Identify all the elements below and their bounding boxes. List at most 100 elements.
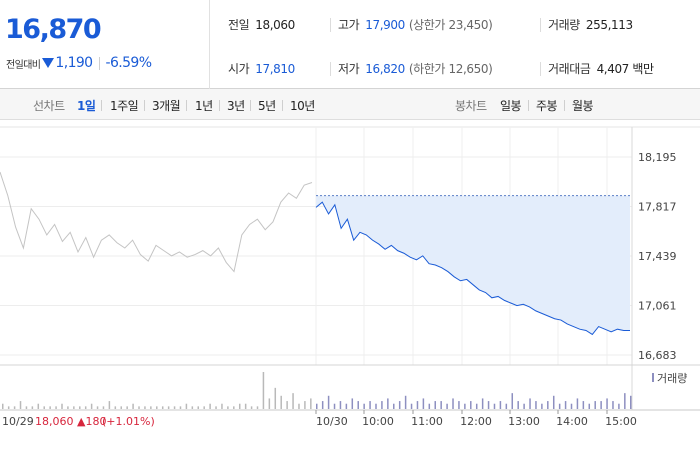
high-value: 17,900 bbox=[365, 18, 405, 32]
stat-amount: 거래대금 4,407 백만 bbox=[548, 60, 654, 77]
volume-bar bbox=[351, 398, 354, 409]
volume-bar bbox=[203, 406, 205, 409]
volume-bar bbox=[434, 401, 436, 409]
amount-label: 거래대금 bbox=[548, 62, 591, 76]
change-divider bbox=[98, 56, 100, 70]
volume-bar bbox=[499, 401, 502, 409]
prev-day-pct: (+1.01%) bbox=[102, 415, 155, 428]
x-tick-label: 13:00 bbox=[508, 415, 540, 428]
stat-low: 저가 16,820 (하한가 12,650) bbox=[338, 60, 493, 77]
volume-bar bbox=[73, 406, 75, 409]
volume-bar bbox=[49, 406, 51, 409]
volume-bar bbox=[215, 406, 217, 409]
volume-bar bbox=[481, 398, 484, 409]
volume-bar bbox=[523, 403, 525, 409]
y-tick-label: 17,439 bbox=[638, 250, 677, 263]
volume-bar bbox=[404, 395, 407, 409]
volume-bar bbox=[120, 406, 122, 409]
volume-bar bbox=[416, 401, 419, 409]
x-tick-label: 15:00 bbox=[605, 415, 637, 428]
stat-prev-close: 전일 18,060 bbox=[228, 16, 295, 33]
volume-bar bbox=[552, 395, 555, 409]
period-tab-1w[interactable]: 1주일 bbox=[110, 99, 139, 113]
low-value: 16,820 bbox=[365, 62, 405, 76]
prev-day-series bbox=[0, 171, 313, 273]
volume-bar bbox=[475, 403, 478, 409]
line-chart-label: 선차트 bbox=[33, 99, 65, 113]
volume-bar bbox=[144, 406, 146, 409]
volume-bar bbox=[280, 395, 282, 409]
volume-bar bbox=[132, 403, 134, 409]
candle-tab-monthly[interactable]: 월봉 bbox=[572, 99, 594, 113]
volume-bar bbox=[363, 403, 365, 409]
volume-label: 거래량 bbox=[548, 18, 580, 32]
volume-bar bbox=[55, 406, 57, 409]
volume-bar bbox=[624, 393, 626, 409]
volume-bar bbox=[547, 401, 549, 409]
divider bbox=[250, 100, 251, 111]
volume-bar bbox=[541, 403, 543, 409]
period-tab-3y[interactable]: 3년 bbox=[227, 99, 245, 113]
volume-bar bbox=[458, 401, 460, 409]
open-label: 시가 bbox=[228, 62, 250, 76]
volume-bar bbox=[256, 406, 259, 409]
divider bbox=[330, 62, 331, 76]
volume-bar bbox=[209, 403, 211, 409]
volume-bar bbox=[375, 403, 377, 409]
candle-tab-weekly[interactable]: 주봉 bbox=[536, 99, 558, 113]
divider bbox=[282, 100, 283, 111]
x-tick-label: 10/30 bbox=[316, 415, 348, 428]
candle-tab-daily[interactable]: 일봉 bbox=[500, 99, 522, 113]
y-tick-label: 16,683 bbox=[638, 349, 677, 362]
volume-bar bbox=[286, 401, 288, 409]
volume-bar bbox=[464, 403, 466, 409]
volume-bar bbox=[393, 403, 395, 409]
volume-bar bbox=[197, 406, 200, 409]
volume-bar bbox=[576, 398, 579, 409]
period-tab-10y[interactable]: 10년 bbox=[290, 99, 315, 113]
prev-day-close: 18,060 bbox=[35, 415, 74, 428]
y-tick-label: 17,817 bbox=[638, 201, 677, 214]
amount-value: 4,407 백만 bbox=[596, 62, 654, 76]
divider bbox=[101, 100, 102, 111]
y-tick-label: 17,061 bbox=[638, 300, 677, 313]
volume-bar bbox=[511, 393, 514, 409]
x-tick-label: 11:00 bbox=[411, 415, 443, 428]
volume-bar bbox=[618, 403, 620, 409]
volume-bar bbox=[316, 403, 318, 409]
volume-bar bbox=[529, 398, 531, 409]
volume-bar bbox=[238, 403, 241, 409]
current-price: 16,870 bbox=[5, 14, 102, 45]
volume-bar bbox=[221, 403, 223, 409]
change-value: 1,190 bbox=[55, 55, 93, 71]
volume-bar bbox=[156, 406, 158, 409]
volume-bar bbox=[345, 403, 348, 409]
volume-bar bbox=[167, 406, 170, 409]
period-tab-1y[interactable]: 1년 bbox=[195, 99, 213, 113]
volume-bar bbox=[600, 401, 602, 409]
lower-limit: (하한가 12,650) bbox=[408, 62, 493, 76]
volume-bar bbox=[410, 403, 413, 409]
volume-bar bbox=[37, 403, 40, 409]
volume-bar bbox=[19, 401, 22, 409]
volume-bar bbox=[274, 387, 277, 409]
volume-bar bbox=[446, 403, 448, 409]
volume-bar bbox=[310, 398, 312, 409]
volume-bar bbox=[138, 406, 140, 409]
prev-close-label: 전일 bbox=[228, 18, 250, 32]
volume-bar bbox=[173, 406, 176, 409]
period-tab-1d[interactable]: 1일 bbox=[77, 99, 96, 113]
volume-bar bbox=[13, 406, 16, 409]
period-tab-5y[interactable]: 5년 bbox=[258, 99, 276, 113]
volume-bar bbox=[470, 401, 472, 409]
volume-bar bbox=[606, 398, 608, 409]
volume-bar bbox=[452, 398, 454, 409]
y-axis: 18,195 17,817 17,439 17,061 16,683 bbox=[638, 151, 677, 362]
volume-bar bbox=[90, 403, 93, 409]
divider bbox=[219, 100, 220, 111]
volume-bar bbox=[505, 403, 508, 409]
volume-bar bbox=[292, 393, 294, 409]
candle-chart-label: 봉차트 bbox=[455, 99, 487, 113]
period-tab-3m[interactable]: 3개월 bbox=[152, 99, 181, 113]
